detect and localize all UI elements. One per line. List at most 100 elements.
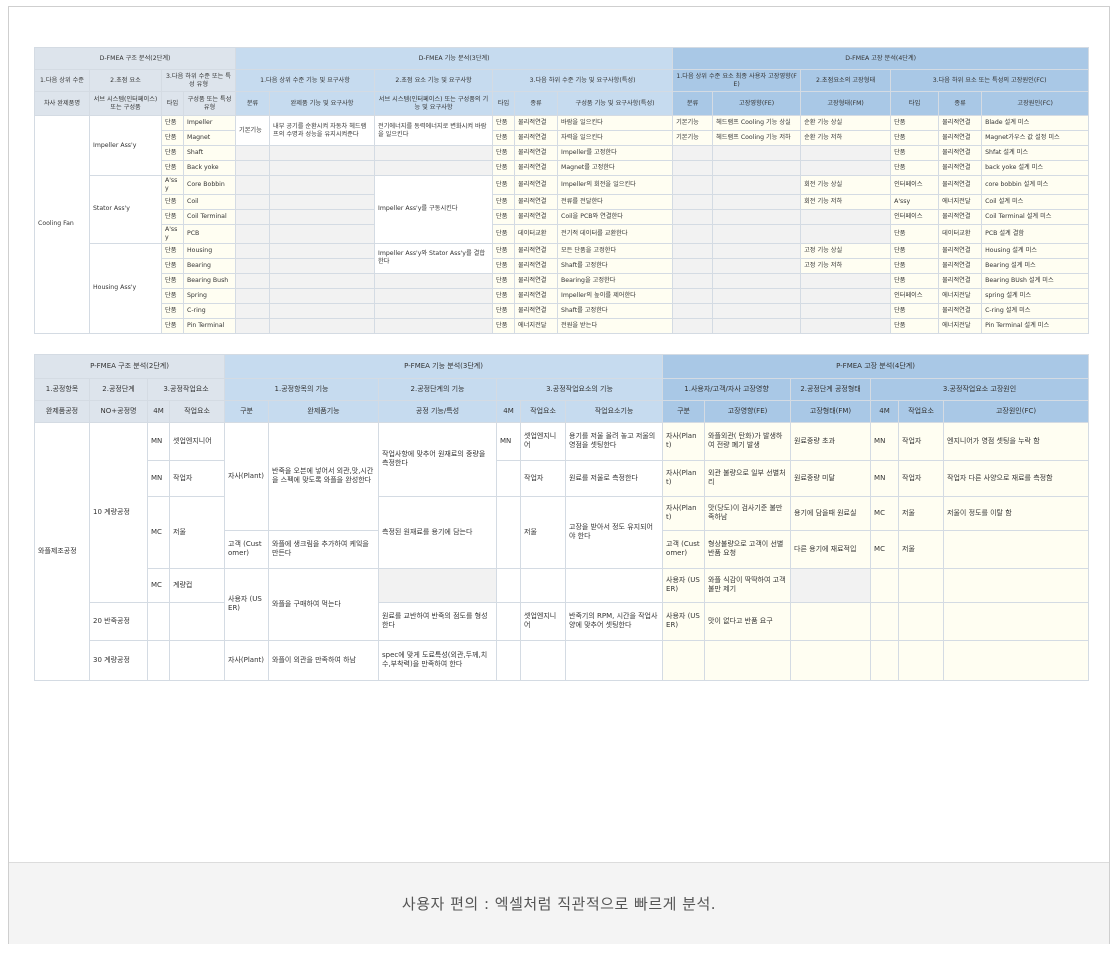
dfmea-cell: Magnet가우스 값 설정 미스 [981, 130, 1090, 146]
component-name: Core Bobbin [182, 175, 237, 195]
dfmea-cell: A'ssy [890, 193, 940, 210]
dfmea-cell: 헤드램프 Cooling 기능 저하 [712, 130, 802, 146]
dfmea-section-function: D-FMEA 기능 분석(3단계) [235, 47, 674, 70]
caption-bar: 사용자 편의 : 엑셀처럼 직관적으로 빠르게 분석. [9, 862, 1109, 944]
function-class [235, 223, 271, 244]
pf-fm: 원료중량 미달 [790, 459, 872, 497]
dfmea-cell: 물리적연결 [514, 160, 559, 176]
header-cell: 완제품공정 [34, 399, 90, 423]
dfmea-cell: 단품 [890, 130, 940, 146]
dfmea-cell: 데이터교환 [514, 223, 559, 244]
pf-we-element: 작업자 [520, 459, 567, 497]
process-step: 30 계량공정 [89, 639, 148, 681]
pf-we-element [520, 567, 567, 603]
dfmea-cell: Housing 설계 미스 [981, 242, 1090, 259]
pf-fe-class: 자사(Plant) [662, 495, 706, 531]
header-cell: 서브 시스템(인터페이스) 또는 구성품의 기능 및 요구사항 [374, 91, 494, 116]
header-cell: 공정 기능/특성 [378, 399, 498, 423]
header-cell: 3.공정작업요소의 기능 [496, 377, 664, 401]
dfmea-cell: spring 설계 미스 [981, 287, 1090, 304]
dfmea-cell: 물리적연결 [938, 175, 983, 195]
dfmea-cell: 기본기능 [672, 115, 714, 131]
pf-fe: 맛이 없다고 반품 요구 [704, 601, 792, 641]
dfmea-cell: 단품 [492, 257, 516, 274]
dfmea-cell: 단품 [492, 193, 516, 210]
header-cell: 차사 완제품명 [34, 91, 90, 116]
component-type: A'ssy [161, 175, 184, 195]
product-function [269, 193, 376, 210]
dfmea-cell [712, 175, 802, 195]
dfmea-cell: 물리적연결 [938, 257, 983, 274]
dfmea-cell: 물리적연결 [514, 193, 559, 210]
dfmea-cell [712, 145, 802, 161]
pf-class: 자사(Plant) [224, 421, 270, 531]
pf-fe [704, 639, 792, 681]
pf-fc-4m [870, 567, 900, 603]
component-name: Magnet [182, 130, 237, 146]
pf-step-fn: 작업사항에 맞추어 원재료의 중량을 측정한다 [378, 421, 498, 497]
dfmea-cell [672, 242, 714, 259]
pf-element: 계량컵 [168, 567, 226, 603]
function-class [235, 317, 271, 334]
pf-we-4m [496, 601, 522, 641]
function-class [235, 287, 271, 304]
dfmea-cell: 단품 [890, 145, 940, 161]
dfmea-cell: Blade 설계 미스 [981, 115, 1090, 131]
function-class [235, 145, 271, 161]
pf-fc: 작업자 다른 사양으로 재료를 측정함 [943, 459, 1090, 497]
dfmea-cell [712, 208, 802, 225]
dfmea-cell: 단품 [492, 272, 516, 289]
pf-fc [943, 567, 1090, 603]
pf-we-4m [496, 639, 522, 681]
pf-4m [147, 639, 170, 681]
component-name: PCB [182, 223, 237, 244]
pf-we-4m [496, 495, 522, 569]
header-cell: 고장형태(FM) [790, 399, 872, 423]
pf-fc-element: 저울 [898, 495, 945, 531]
pf-product-fn: 와플을 구매하여 먹는다 [268, 567, 380, 641]
header-cell: 작업요소 [168, 399, 226, 423]
dfmea-cell: 단품 [492, 175, 516, 195]
pf-step-fn: 원료를 교반하여 반죽의 점도를 형성한다 [378, 601, 498, 641]
dfmea-cell: 단품 [492, 302, 516, 319]
pf-we-fn [565, 567, 664, 603]
dfmea-cell: Coil을 PCB와 연결한다 [557, 208, 674, 225]
dfmea-cell: 에너지전달 [938, 193, 983, 210]
dfmea-cell: 회전 기능 상실 [800, 175, 892, 195]
pf-fc-element [898, 567, 945, 603]
dfmea-cell [672, 145, 714, 161]
header-cell: 종류 [514, 91, 559, 116]
dfmea-cell: 물리적연결 [938, 130, 983, 146]
dfmea-cell: 물리적연결 [514, 115, 559, 131]
header-cell: 3.다음 하위 수준 기능 및 요구사항(특성) [492, 69, 674, 92]
dfmea-cell: 인터페이스 [890, 287, 940, 304]
pf-element [168, 601, 226, 641]
pf-we-fn [565, 639, 664, 681]
dfmea-cell: 모든 단품을 고정한다 [557, 242, 674, 259]
dfmea-cell: 순환 기능 저하 [800, 130, 892, 146]
pf-element: 작업자 [168, 459, 226, 497]
caption-text: 사용자 편의 : 엑셀처럼 직관적으로 빠르게 분석. [401, 895, 717, 913]
dfmea-cell [712, 317, 802, 334]
product-name: Cooling Fan [34, 115, 90, 334]
dfmea-cell: 바람을 일으킨다 [557, 115, 674, 131]
header-cell: 4M [147, 399, 170, 423]
dfmea-cell [712, 287, 802, 304]
dfmea-cell: 순환 기능 상실 [800, 115, 892, 131]
pf-fc-element: 작업자 [898, 459, 945, 497]
header-cell: 고장형태(FM) [800, 91, 892, 116]
sub-function [374, 160, 494, 176]
dfmea-cell: 물리적연결 [514, 145, 559, 161]
dfmea-cell: 물리적연결 [938, 115, 983, 131]
dfmea-cell: 물리적연결 [938, 208, 983, 225]
component-type: 단품 [161, 257, 184, 274]
dfmea-cell: 단품 [492, 115, 516, 131]
pf-fc [943, 529, 1090, 569]
dfmea-cell: Impeller의 높이를 제어한다 [557, 287, 674, 304]
pf-fc: 엔지니어가 영점 셋팅을 누락 함 [943, 421, 1090, 461]
pf-class: 자사(Plant) [224, 639, 270, 681]
dfmea-cell [712, 223, 802, 244]
header-cell: 완제품기능 [268, 399, 380, 423]
function-class [235, 242, 271, 259]
pf-we-element: 셋업엔지니어 [520, 601, 567, 641]
